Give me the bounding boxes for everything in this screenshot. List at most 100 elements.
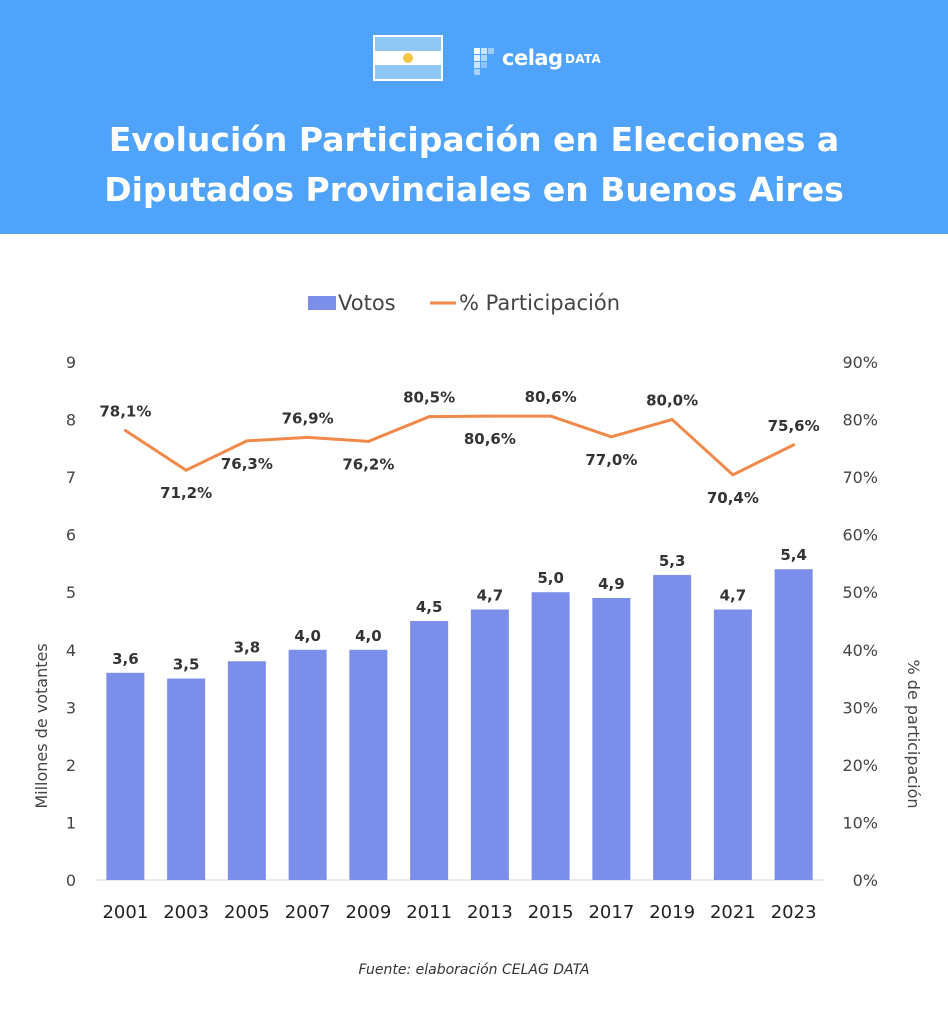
left-tick-label: 6 — [66, 526, 76, 545]
left-tick-label: 9 — [66, 353, 76, 372]
logo-pixel — [474, 69, 480, 75]
header-banner: celag DATA Evolución Participación en El… — [0, 0, 948, 234]
right-tick-label: 60% — [842, 526, 878, 545]
logo-pixel — [488, 48, 494, 54]
right-tick-label: 70% — [842, 468, 878, 487]
right-tick-label: 0% — [853, 871, 878, 890]
right-tick-label: 10% — [842, 813, 878, 832]
line-value-label: 77,0% — [585, 451, 637, 469]
legend: Votos % Participación — [308, 291, 620, 315]
bar-value-label: 4,0 — [355, 627, 382, 645]
x-tick-label: 2007 — [285, 902, 331, 923]
bar-value-label: 3,6 — [112, 650, 139, 668]
x-tick-label: 2009 — [345, 902, 391, 923]
bar — [349, 649, 388, 880]
bar-value-label: 4,7 — [477, 586, 504, 604]
bar-labels: 3,6 3,5 3,8 4,0 4,0 4,5 4,7 5,0 4,9 5,3 4,7 5,4 — [112, 546, 807, 673]
left-tick-label: 7 — [66, 468, 76, 487]
line-value-label: 80,0% — [646, 392, 698, 410]
bar — [713, 609, 752, 880]
legend-swatch-votos — [308, 296, 336, 310]
line-value-label: 80,5% — [403, 389, 455, 407]
flag-stripe-bottom — [375, 64, 441, 79]
bar-value-label: 4,5 — [416, 598, 443, 616]
left-axis-title: Millones de votantes — [32, 643, 51, 808]
source-note: Fuente: elaboración CELAG DATA — [358, 962, 590, 978]
participation-point — [306, 435, 310, 439]
flag-sun-icon — [403, 53, 413, 63]
participation-point — [184, 468, 188, 472]
line-value-label: 76,2% — [342, 455, 394, 473]
participation-series-line — [124, 414, 795, 477]
title-line-1: Evolución Participación en Elecciones a — [108, 120, 840, 159]
bar — [531, 592, 570, 880]
title-line-2: Diputados Provinciales en Buenos Aires — [104, 170, 844, 209]
line-value-label: 76,3% — [221, 455, 273, 473]
left-tick-label: 4 — [66, 641, 76, 660]
x-tick-label: 2023 — [771, 902, 817, 923]
flag-stripe-top — [375, 37, 441, 51]
left-axis: 0 1 2 3 4 5 6 7 8 9 — [66, 353, 76, 890]
participation-point — [670, 418, 674, 422]
bar-value-label: 4,0 — [294, 627, 321, 645]
bar-value-label: 3,5 — [173, 656, 200, 674]
participation-point — [549, 414, 553, 418]
line-value-label: 71,2% — [160, 484, 212, 502]
left-tick-label: 8 — [66, 411, 76, 430]
left-tick-label: 0 — [66, 871, 76, 890]
line-value-label: 80,6% — [464, 430, 516, 448]
logo-pixel — [481, 55, 487, 61]
participation-point — [123, 428, 127, 432]
bar-value-label: 4,9 — [598, 575, 625, 593]
bar — [227, 661, 266, 880]
brand-name: celag — [502, 46, 563, 70]
brand-suffix: DATA — [565, 52, 602, 66]
logo-pixel — [474, 62, 480, 68]
bar-value-label: 3,8 — [234, 638, 261, 656]
bar — [774, 569, 813, 880]
x-tick-label: 2003 — [163, 902, 209, 923]
bar-value-label: 4,7 — [720, 586, 747, 604]
bar-value-label: 5,4 — [780, 546, 807, 564]
logo-pixel — [481, 62, 487, 68]
x-axis: 2001 2003 2005 2007 2009 2011 2013 2015 2017 2019… — [102, 902, 816, 923]
right-tick-label: 80% — [842, 411, 878, 430]
line-value-label: 75,6% — [768, 417, 820, 435]
participation-point — [792, 443, 796, 447]
legend-label-participacion: % Participación — [459, 291, 620, 315]
logo-pixel — [481, 48, 487, 54]
x-tick-label: 2011 — [406, 902, 452, 923]
right-axis-title: % de participación — [904, 659, 923, 808]
celag-data-logo: celag DATA — [474, 44, 614, 75]
line-value-label: 78,1% — [99, 402, 151, 420]
x-tick-label: 2015 — [528, 902, 574, 923]
right-tick-label: 50% — [842, 583, 878, 602]
participation-point — [245, 439, 249, 443]
page-title: Evolución Participación en Elecciones a … — [0, 115, 948, 215]
x-tick-label: 2013 — [467, 902, 513, 923]
celag-pixel-logo-icon — [474, 48, 480, 54]
left-tick-label: 2 — [66, 756, 76, 775]
participation-point — [366, 439, 370, 443]
participation-point — [488, 414, 492, 418]
bar — [410, 621, 449, 880]
bar — [106, 672, 145, 880]
line-value-label: 80,6% — [525, 388, 577, 406]
bar — [653, 574, 692, 880]
combo-chart: Votos % Participación 0 1 2 3 4 5 6 7 8 9 0% 10% 20… — [32, 291, 923, 923]
x-tick-label: 2019 — [649, 902, 695, 923]
x-tick-label: 2017 — [588, 902, 634, 923]
legend-label-votos: Votos — [338, 291, 396, 315]
logo-pixel — [474, 55, 480, 61]
participation-point — [731, 473, 735, 477]
line-labels: 78,1% 71,2% 76,3% 76,9% 76,2% 80,5% 80,6% 80,6%… — [99, 388, 819, 507]
right-tick-label: 20% — [842, 756, 878, 775]
bar — [592, 597, 631, 880]
line-value-label: 70,4% — [707, 489, 759, 507]
right-axis: 0% 10% 20% 30% 40% 50% 60% 70% 80% 90% — [842, 353, 878, 890]
x-tick-label: 2001 — [102, 902, 148, 923]
right-tick-label: 40% — [842, 641, 878, 660]
left-tick-label: 1 — [66, 813, 76, 832]
bar — [288, 649, 327, 880]
bar — [167, 678, 206, 880]
